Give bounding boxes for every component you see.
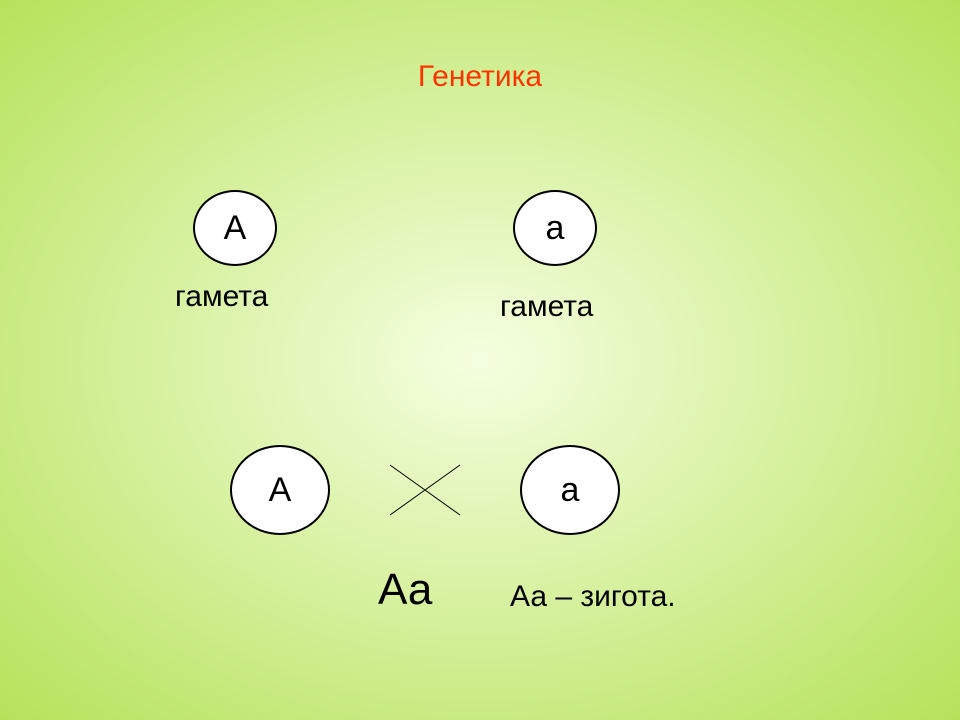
gamete-top-left-label: гамета [175, 280, 268, 314]
gamete-top-right-label: гамета [500, 290, 593, 324]
cross-left-circle: А [230, 445, 330, 535]
gamete-top-left: А [193, 190, 277, 266]
cross-icon [390, 465, 460, 515]
page-title: Генетика [418, 60, 542, 94]
cross-right-circle: а [520, 445, 620, 535]
background [0, 0, 960, 720]
result-genotype: Аа [378, 565, 432, 615]
cross-right-allele: а [561, 471, 580, 510]
gamete-top-left-allele: А [224, 209, 247, 248]
gamete-top-right-allele: а [546, 209, 565, 248]
cross-left-allele: А [269, 471, 292, 510]
gamete-top-right: а [513, 190, 597, 266]
result-caption: Аа – зигота. [510, 580, 676, 614]
